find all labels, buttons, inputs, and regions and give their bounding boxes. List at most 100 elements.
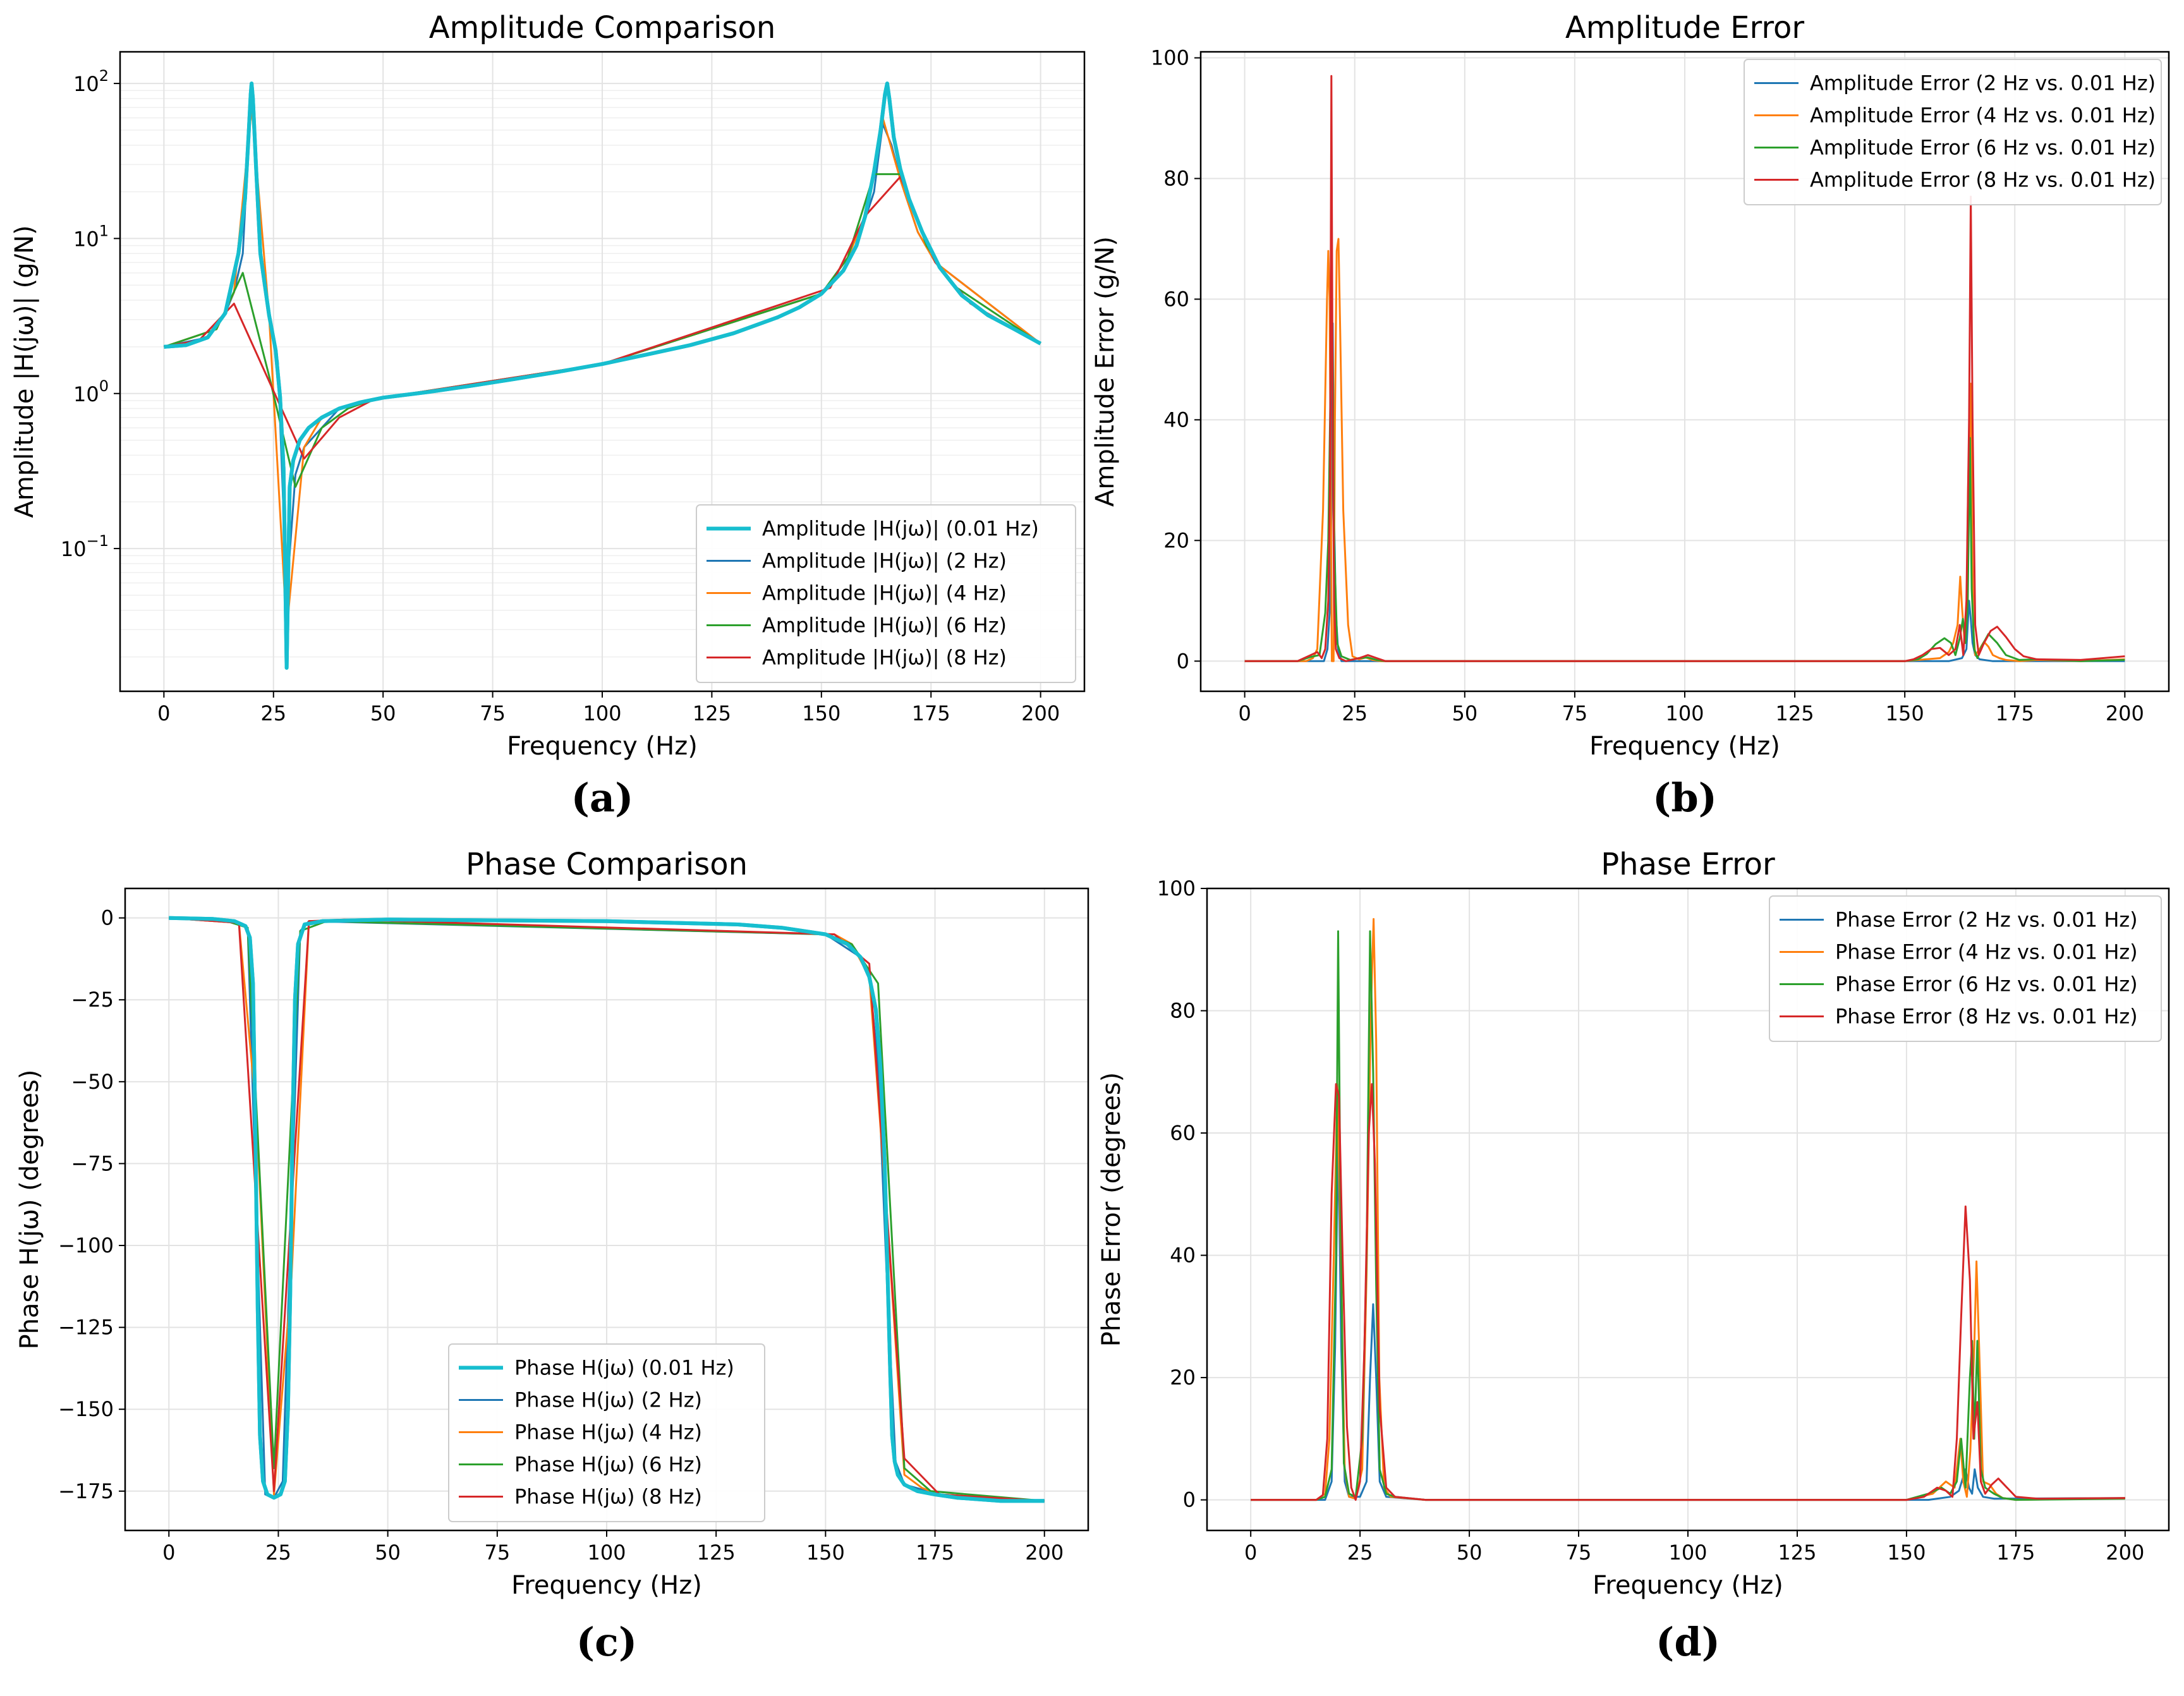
legend-box [1769,895,2162,1042]
x-tick-label: 0 [1244,1541,1257,1565]
y-tick-label: −75 [71,1151,114,1175]
x-tick-label: 175 [1996,1541,2035,1565]
x-tick-label: 200 [1021,701,1060,725]
x-tick-label: 150 [1886,701,1924,725]
legend-label: Phase Error (6 Hz vs. 0.01 Hz) [1835,972,2138,996]
x-tick-label: 100 [1665,701,1704,725]
x-tick-label: 175 [912,701,950,725]
y-tick-label: 60 [1170,1121,1196,1145]
y-tick-label: −25 [71,988,114,1012]
x-tick-label: 50 [375,1541,401,1565]
x-tick-label: 50 [1457,1541,1483,1565]
legend-label: Amplitude Error (8 Hz vs. 0.01 Hz) [1810,168,2156,192]
y-tick-label: 20 [1170,1366,1196,1390]
y-tick-base: 10 [73,72,99,96]
x-tick-label: 50 [1452,701,1477,725]
legend-label: Phase H(jω) (4 Hz) [514,1420,702,1445]
series-line-s8 [1244,75,2125,662]
chart-title: Phase Comparison [466,847,748,882]
x-tick-label: 150 [802,701,840,725]
panel-label: (c) [576,1619,637,1665]
legend-label: Amplitude |H(jω)| (2 Hz) [762,549,1007,573]
x-tick-label: 50 [370,701,396,725]
y-tick-label: 0 [101,906,114,930]
x-tick-label: 75 [1566,1541,1592,1565]
x-tick-label: 150 [806,1541,845,1565]
x-tick-label: 125 [697,1541,736,1565]
legend-label: Amplitude Error (2 Hz vs. 0.01 Hz) [1810,71,2156,95]
legend: Amplitude |H(jω)| (0.01 Hz) Amplitude |H(… [696,504,1076,683]
y-tick-label: 101 [73,222,109,251]
legend-box [1744,59,2162,205]
y-tick-label: 100 [1157,876,1196,900]
y-tick-label: 102 [73,67,109,96]
legend: Phase Error (2 Hz vs. 0.01 Hz) Phase Erro… [1769,895,2162,1042]
panel-label: (a) [571,775,634,821]
y-tick-label: 100 [1151,46,1189,70]
y-tick-label: 40 [1170,1244,1196,1268]
series-line-s8 [1251,1083,2125,1501]
x-tick-label: 25 [265,1541,291,1565]
x-tick-label: 25 [1342,701,1368,725]
legend-label: Phase Error (8 Hz vs. 0.01 Hz) [1835,1005,2138,1029]
legend: Amplitude Error (2 Hz vs. 0.01 Hz) Amplit… [1744,59,2162,205]
panel-label: (b) [1653,775,1717,821]
x-tick-label: 200 [1025,1541,1064,1565]
x-tick-label: 175 [916,1541,954,1565]
y-tick-label: 100 [73,377,109,406]
series-line-ref-top [169,916,1045,1503]
y-tick-label: 0 [1183,1488,1196,1512]
chart-amplitude-error: 0 25 50 75 100 125 150 175 200 0 20 40 60 80 100 Amplit… [1091,10,2170,821]
legend-label: Amplitude Error (4 Hz vs. 0.01 Hz) [1810,104,2156,128]
legend: Phase H(jω) (0.01 Hz) Phase H(jω) (2 Hz) P… [448,1343,765,1522]
legend-label: Amplitude Error (6 Hz vs. 0.01 Hz) [1810,136,2156,160]
y-axis-label: Phase Error (degrees) [1097,1072,1126,1347]
panel-label: (d) [1656,1619,1720,1665]
x-tick-label: 200 [2106,701,2144,725]
y-tick-label: 60 [1163,287,1189,311]
x-tick-label: 25 [1347,1541,1373,1565]
x-tick-label: 75 [484,1541,510,1565]
y-tick-exponent: 2 [99,67,109,85]
x-axis-label: Frequency (Hz) [1589,732,1780,761]
y-axis-label: Amplitude |H(jω)| (g/N) [10,225,39,518]
series-line-ref-top [164,82,1042,670]
legend-label: Amplitude |H(jω)| (6 Hz) [762,614,1007,638]
y-tick-label: 20 [1163,528,1189,552]
chart-phase-comparison: 0 25 50 75 100 125 150 175 200 0 −25 −50 −75 −100 −125… [15,847,1089,1665]
x-tick-label: 100 [1668,1541,1707,1565]
y-axis-label: Phase H(jω) (degrees) [15,1070,44,1350]
y-tick-label: −100 [58,1233,114,1257]
x-tick-label: 0 [162,1541,175,1565]
legend-label: Phase Error (4 Hz vs. 0.01 Hz) [1835,940,2138,964]
legend-label: Phase H(jω) (0.01 Hz) [514,1356,734,1380]
x-tick-label: 25 [260,701,286,725]
legend-box [448,1343,765,1522]
legend-label: Phase Error (2 Hz vs. 0.01 Hz) [1835,908,2138,932]
chart-title: Phase Error [1601,847,1775,882]
y-tick-label: 10−1 [61,532,109,561]
y-tick-base: 10 [73,227,99,251]
legend-label: Amplitude |H(jω)| (0.01 Hz) [762,517,1039,541]
y-tick-label: 80 [1163,166,1189,190]
x-tick-label: 0 [157,701,170,725]
legend-label: Phase H(jω) (6 Hz) [514,1453,702,1477]
x-tick-label: 75 [1562,701,1588,725]
x-tick-label: 125 [1778,1541,1816,1565]
y-tick-exponent: −1 [87,532,109,550]
y-tick-exponent: 1 [99,222,109,239]
y-axis-label: Amplitude Error (g/N) [1091,236,1120,507]
chart-amplitude-comparison: 0 25 50 75 100 125 150 175 20010210110010−1Ampli… [10,10,1086,821]
y-tick-exponent: 0 [99,377,109,395]
x-tick-label: 100 [587,1541,626,1565]
x-tick-label: 100 [583,701,621,725]
y-tick-label: −125 [58,1316,114,1340]
y-tick-label: 0 [1177,649,1189,673]
x-tick-label: 125 [1776,701,1814,725]
x-axis-label: Frequency (Hz) [507,732,698,761]
chart-phase-error: 0 25 50 75 100 125 150 175 200 0 20 40 60 80 100 Phase … [1097,847,2170,1665]
y-tick-label: −175 [58,1479,114,1503]
legend-label: Phase H(jω) (2 Hz) [514,1388,702,1412]
x-tick-label: 125 [693,701,731,725]
